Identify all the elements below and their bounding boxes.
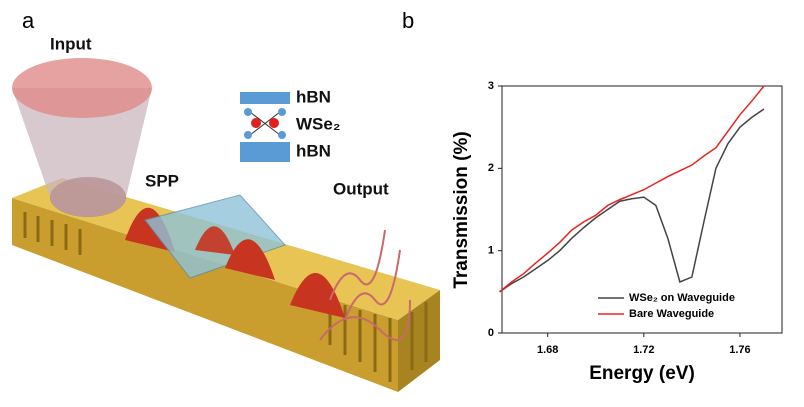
y-axis-label: Transmission (%) [451,131,472,288]
label: SPP [145,171,179,190]
label: hBN [296,141,331,160]
label: Output [333,179,389,198]
x-axis-label: Energy (eV) [589,363,695,384]
label: Input [50,34,92,53]
panel-label: a [22,8,35,33]
illustration [12,58,440,392]
legend-label: Bare Waveguide [629,308,714,320]
label: hBN [296,87,331,106]
panel-label: b [402,8,414,33]
figure: a Input SPP Output hBN WSe₂ hBN b Energy… [0,0,804,402]
hbn-stack-icon [240,92,290,162]
y-tick-label: 2 [488,162,494,174]
x-tick-label: 1.68 [537,344,558,356]
label: WSe₂ [296,114,340,133]
x-tick-label: 1.76 [729,344,750,356]
y-tick-label: 1 [488,245,494,257]
legend-label: WSe₂ on Waveguide [629,292,735,304]
y-tick-label: 0 [488,327,494,339]
x-tick-label: 1.72 [633,344,654,356]
y-tick-label: 3 [488,80,494,92]
input-beam-top [12,58,152,118]
series-line [500,86,764,292]
chart: Energy (eV) Transmission (%) 0 1 2 3 1.68 1.7… [451,80,782,384]
